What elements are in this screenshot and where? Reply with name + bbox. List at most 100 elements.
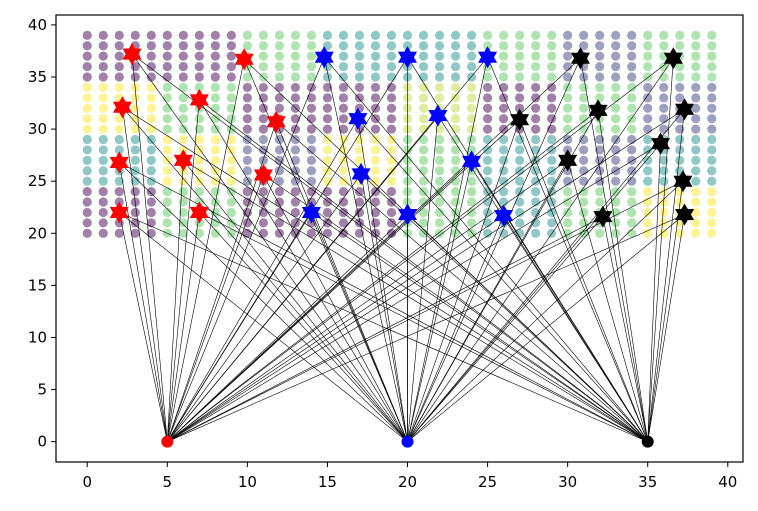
background-grid-point (450, 228, 461, 238)
background-grid-point (482, 103, 493, 113)
background-grid-point (675, 155, 685, 165)
background-grid-point (354, 51, 365, 61)
background-grid-point (210, 114, 220, 124)
background-grid-point (306, 134, 317, 145)
background-grid-point (627, 145, 637, 155)
background-grid-point (82, 197, 92, 207)
background-grid-point (354, 207, 365, 218)
background-grid-point (386, 41, 397, 51)
background-grid-point (659, 187, 669, 197)
background-grid-point (659, 155, 669, 165)
background-grid-point (194, 41, 204, 51)
connection-line (167, 59, 245, 442)
background-grid-point (418, 72, 429, 82)
connection-line (407, 180, 684, 442)
background-grid-point (370, 145, 381, 155)
background-grid-point (547, 218, 557, 228)
background-grid-point (306, 30, 317, 40)
background-grid-point (466, 145, 477, 155)
background-grid-point (386, 30, 397, 40)
background-grid-point (418, 166, 429, 176)
connection-line (407, 161, 472, 442)
background-grid-point (675, 30, 685, 40)
background-grid-point (691, 51, 701, 61)
background-grid-point (418, 51, 429, 61)
background-grid-point (226, 166, 236, 176)
background-grid-point (210, 134, 220, 145)
background-grid-point (595, 176, 605, 186)
background-grid-point (466, 82, 477, 93)
connection-line (311, 212, 408, 442)
connection-line (407, 119, 520, 442)
background-grid-point (82, 166, 92, 176)
background-grid-point (643, 82, 653, 93)
background-grid-point (82, 82, 92, 93)
background-grid-point (402, 30, 413, 40)
background-grid-point (627, 82, 637, 93)
background-grid-point (242, 176, 252, 186)
background-grid-point (178, 134, 188, 145)
background-grid-point (210, 218, 220, 228)
background-grid-point (563, 103, 573, 113)
background-grid-point (82, 114, 92, 124)
background-grid-point (146, 228, 156, 238)
background-grid-point (226, 228, 236, 238)
background-grid-point (563, 134, 573, 145)
background-grid-point (595, 166, 605, 176)
background-grid-point (547, 176, 557, 186)
connection-line (167, 118, 359, 442)
background-grid-point (98, 155, 108, 165)
star-point (675, 203, 695, 226)
star-point (348, 107, 368, 130)
background-grid-point (434, 166, 445, 176)
background-grid-point (482, 166, 493, 176)
background-grid-point (226, 187, 236, 197)
background-grid-point (274, 103, 284, 113)
connection-line (407, 58, 581, 442)
background-grid-point (194, 82, 204, 93)
connection-line (167, 58, 581, 442)
background-grid-point (450, 197, 461, 207)
background-grid-point (306, 124, 317, 134)
background-grid-point (643, 114, 653, 124)
x-tick-label: 20 (398, 473, 417, 491)
background-grid-point (146, 207, 156, 218)
connection-line (407, 58, 674, 442)
background-grid-point (146, 82, 156, 93)
connection-line (122, 107, 168, 442)
background-grid-point (322, 30, 333, 40)
background-grid-point (98, 166, 108, 176)
background-grid-point (98, 114, 108, 124)
background-grid-point (210, 155, 220, 165)
background-grid-point (579, 197, 589, 207)
background-grid-point (450, 72, 461, 82)
star-point (651, 132, 671, 155)
background-grid-point (531, 187, 541, 197)
background-grid-point (386, 176, 397, 186)
background-grid-point (547, 41, 557, 51)
background-grid-point (210, 41, 220, 51)
background-grid-point (306, 114, 317, 124)
y-tick-label: 40 (28, 16, 47, 34)
connection-line (122, 107, 408, 442)
background-grid-point (242, 207, 252, 218)
background-grid-point (450, 166, 461, 176)
background-grid-point (258, 124, 268, 134)
background-grid-point (226, 61, 236, 72)
background-grid-point (162, 51, 172, 61)
background-grid-point (627, 197, 637, 207)
background-grid-point (386, 51, 397, 61)
background-grid-point (370, 218, 381, 228)
x-tick-label: 5 (163, 473, 173, 491)
star-point (510, 108, 530, 131)
connection-line (199, 99, 648, 442)
background-grid-point (82, 72, 92, 82)
background-grid-point (162, 218, 172, 228)
background-grid-point (579, 134, 589, 145)
background-grid-point (354, 82, 365, 93)
background-grid-point (643, 61, 653, 72)
background-grid-point (659, 72, 669, 82)
background-grid-point (242, 134, 252, 145)
background-grid-point (226, 124, 236, 134)
connection-line (167, 212, 312, 442)
